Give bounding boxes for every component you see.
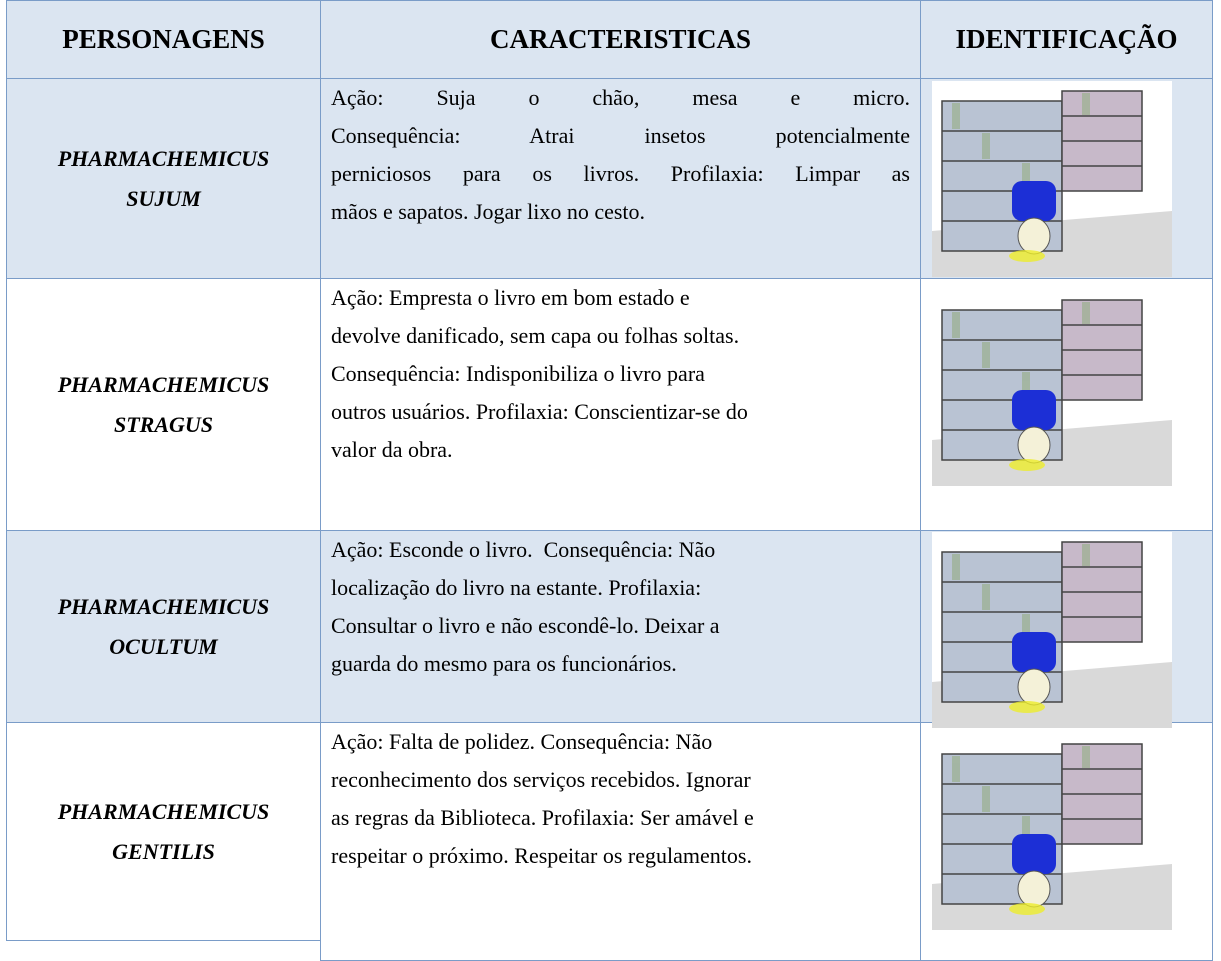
header-cell: PERSONAGENS [6,0,321,79]
characteristics-cell: Ação: Esconde o livro. Consequência: Não… [320,530,921,723]
header-cell: IDENTIFICAÇÃO [920,0,1213,79]
characteristics-cell: Ação: Suja o chão, mesa e micro. Consequê… [320,78,921,279]
illustration [932,289,1172,486]
character-name: PHARMACHEMICUS [57,798,270,824]
page: PERSONAGENS CARACTERISTICAS IDENTIFICAÇÃO P… [6,0,1213,961]
text-line: Ação: Suja o chão, mesa e micro. [331,85,910,110]
text-line: as regras da Biblioteca. Profilaxia: Ser… [331,805,754,830]
illustration [932,733,1172,930]
character-name: PHARMACHEMICUS [57,593,270,619]
character-name: STRAGUS [113,411,214,437]
text-line: outros usuários. Profilaxia: Conscientiz… [331,399,748,424]
character-name: GENTILIS [112,838,215,864]
text-line: devolve danificado, sem capa ou folhas s… [331,323,740,348]
character-name: SUJUM [126,185,201,211]
text-line: mãos e sapatos. Jogar lixo no cesto. [331,199,646,224]
text-line: localização do livro na estante. Profila… [331,575,702,600]
text-line: reconhecimento dos serviços recebidos. I… [331,767,751,792]
illustration [932,532,1172,728]
characteristics-cell: Ação: Empresta o livro em bom estado e de… [320,278,921,531]
text-line: Ação: Esconde o livro. Consequência: Não [331,537,716,562]
characteristics-cell: Ação: Falta de polidez. Consequência: Nã… [320,722,921,961]
name-cell: PHARMACHEMICUS STRAGUS [6,278,321,531]
text-line: Ação: Empresta o livro em bom estado e [331,285,690,310]
name-cell: PHARMACHEMICUS SUJUM [6,78,321,279]
character-name: OCULTUM [109,633,218,659]
text-line: Consultar o livro e não escondê-lo. Deix… [331,613,720,638]
header-cell: CARACTERISTICAS [320,0,921,79]
text-line: respeitar o próximo. Respeitar os regula… [331,843,752,868]
illustration [932,80,1172,277]
text-line: Ação: Falta de polidez. Consequência: Nã… [331,729,713,754]
text-line: Consequência: Indisponibiliza o livro pa… [331,361,705,386]
name-cell: PHARMACHEMICUS OCULTUM [6,530,321,723]
text-line: perniciosos para os livros. Profilaxia: … [331,161,910,186]
name-cell: PHARMACHEMICUS GENTILIS [6,722,321,941]
text-line: guarda do mesmo para os funcionários. [331,651,677,676]
character-name: PHARMACHEMICUS [57,371,270,397]
text-line: valor da obra. [331,437,453,462]
text-line: Consequência: Atrai insetos potencialmen… [331,123,910,148]
character-name: PHARMACHEMICUS [57,145,270,171]
